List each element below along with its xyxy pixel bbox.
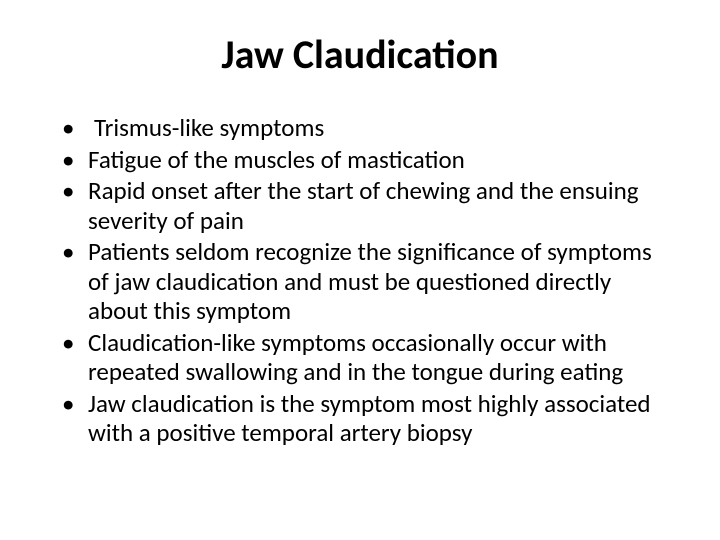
list-item: Rapid onset after the start of chewing a… [60, 176, 670, 235]
slide-title: Jaw Claudication [40, 30, 680, 79]
list-item: Jaw claudication is the symptom most hig… [60, 389, 670, 448]
list-item: Fatigue of the muscles of mastication [60, 145, 670, 175]
list-item: Patients seldom recognize the significan… [60, 237, 670, 326]
slide: Jaw Claudication Trismus-like symptoms F… [0, 0, 720, 540]
bullet-list: Trismus-like symptoms Fatigue of the mus… [40, 113, 680, 448]
list-item: Claudication-like symptoms occasionally … [60, 328, 670, 387]
list-item: Trismus-like symptoms [60, 113, 670, 143]
